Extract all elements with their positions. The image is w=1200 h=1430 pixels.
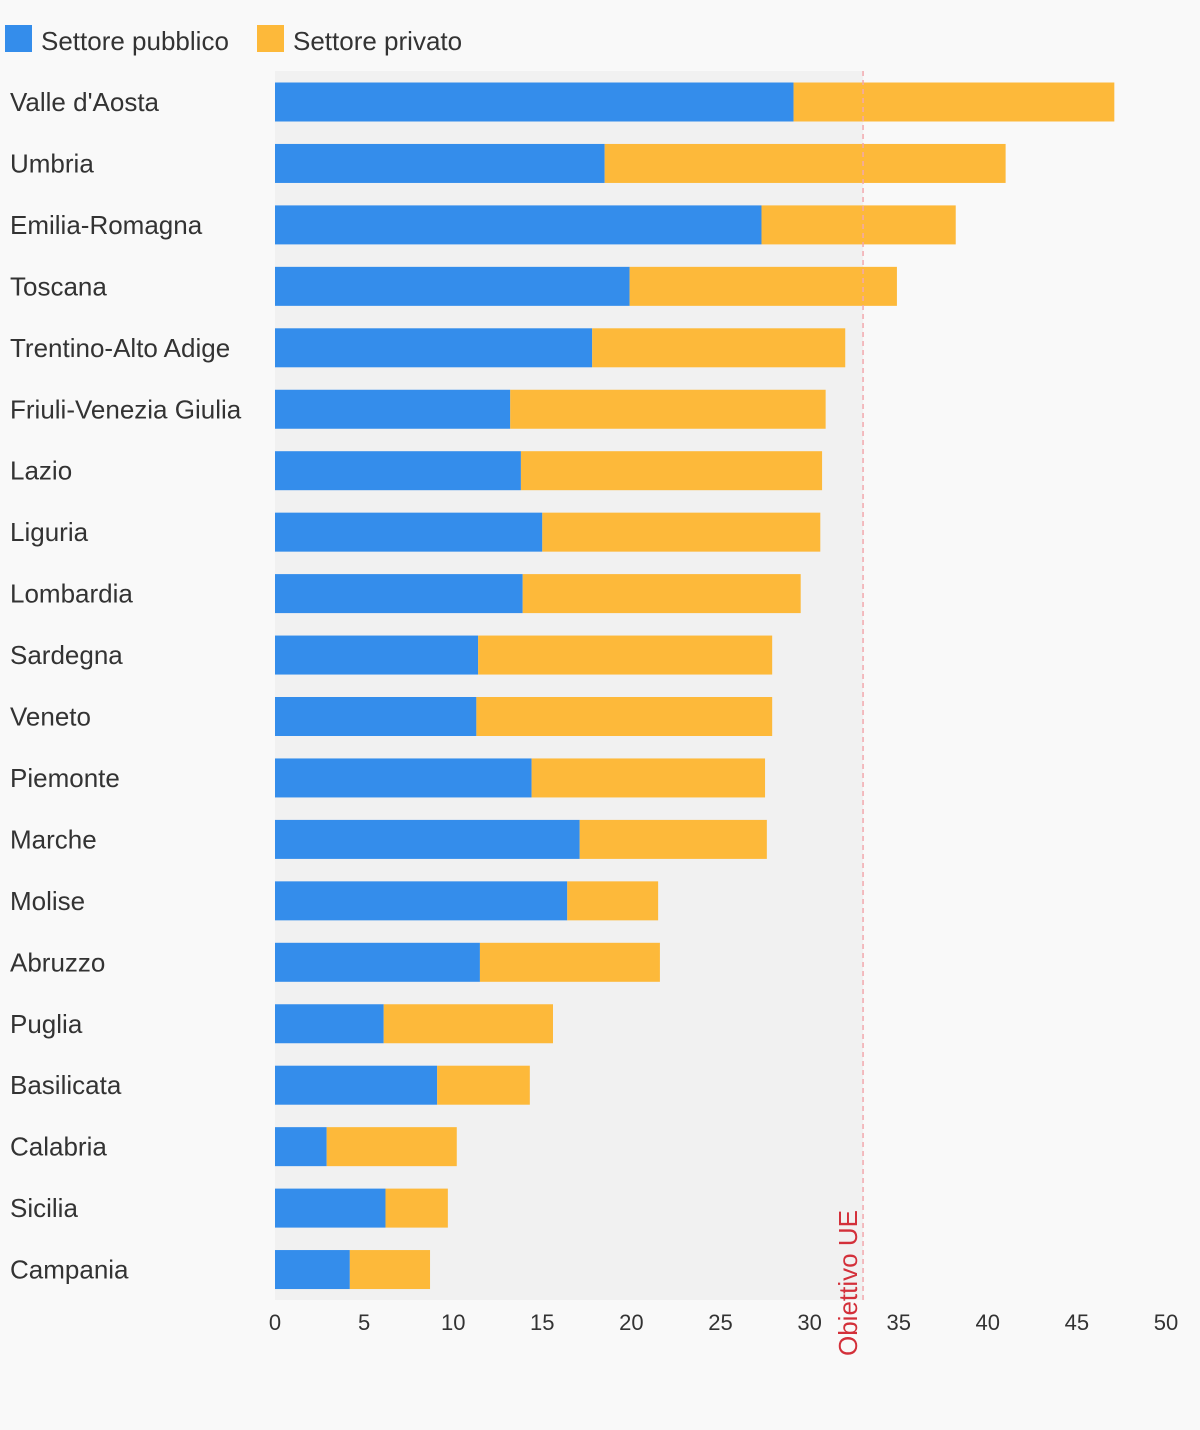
category-label: Sardegna [10,640,123,670]
legend-label-privato[interactable]: Settore privato [293,26,462,56]
bar-pubblico[interactable] [275,328,593,368]
x-tick-label: 10 [441,1310,465,1335]
bar-pubblico[interactable] [275,1127,327,1167]
x-tick-label: 30 [797,1310,821,1335]
category-label: Trentino-Alto Adige [10,333,230,363]
bar-privato[interactable] [385,1188,448,1228]
category-label: Friuli-Venezia Giulia [10,394,242,424]
bar-privato[interactable] [510,389,826,429]
category-label: Piemonte [10,763,120,793]
category-label: Lombardia [10,579,133,609]
bar-pubblico[interactable] [275,1065,438,1105]
category-label: Umbria [10,148,94,178]
bar-pubblico[interactable] [275,143,605,183]
bar-pubblico[interactable] [275,389,511,429]
bar-privato[interactable] [383,1004,553,1044]
bar-pubblico[interactable] [275,819,580,859]
bar-pubblico[interactable] [275,266,630,306]
category-label: Toscana [10,271,107,301]
bar-privato[interactable] [349,1250,431,1290]
bar-pubblico[interactable] [275,697,477,736]
bar-pubblico[interactable] [275,635,479,675]
x-tick-label: 15 [530,1310,554,1335]
bar-privato[interactable] [761,205,956,245]
category-label: Marche [10,824,97,854]
bar-privato[interactable] [629,266,897,306]
plot-background [275,71,864,1300]
bar-pubblico[interactable] [275,451,521,491]
bar-privato[interactable] [531,758,766,798]
legend[interactable]: Settore pubblico Settore privato [5,25,462,56]
bar-privato[interactable] [479,942,660,982]
bar-privato[interactable] [522,574,801,614]
bar-pubblico[interactable] [275,1188,386,1228]
category-label: Calabria [10,1132,107,1162]
category-label: Valle d'Aosta [10,87,160,117]
bar-privato[interactable] [567,881,659,921]
bar-privato[interactable] [793,82,1115,122]
bar-pubblico[interactable] [275,758,532,798]
category-label: Abruzzo [10,947,105,977]
legend-swatch [5,25,32,52]
bar-pubblico[interactable] [275,574,523,614]
category-label: Liguria [10,517,89,547]
category-label: Sicilia [10,1193,78,1223]
category-label: Emilia-Romagna [10,210,203,240]
x-tick-label: 40 [976,1310,1000,1335]
legend-label-pubblico[interactable]: Settore pubblico [41,26,229,56]
bar-privato[interactable] [326,1127,457,1167]
bar-privato[interactable] [604,143,1006,183]
x-axis-ticks: 0 5 10 15 20 25 30 35 40 45 50 [269,1310,1178,1335]
legend-swatch [257,25,284,52]
x-tick-label: 45 [1065,1310,1089,1335]
category-label: Lazio [10,456,72,486]
bar-privato[interactable] [579,819,767,859]
x-tick-label: 50 [1154,1310,1178,1335]
bar-pubblico[interactable] [275,881,568,921]
category-label: Molise [10,886,85,916]
category-labels: Valle d'Aosta Umbria Emilia-Romagna Toscana… [10,87,242,1285]
x-tick-label: 5 [358,1310,370,1335]
bar-privato[interactable] [520,451,823,491]
reference-line-label: Obiettivo UE [833,1210,863,1356]
bar-pubblico[interactable] [275,1250,350,1290]
x-tick-label: 0 [269,1310,281,1335]
category-label: Campania [10,1255,129,1285]
category-label: Puglia [10,1009,83,1039]
x-tick-label: 20 [619,1310,643,1335]
bar-privato[interactable] [478,635,773,675]
bar-pubblico[interactable] [275,82,794,122]
bar-pubblico[interactable] [275,1004,384,1044]
bar-privato[interactable] [542,512,821,552]
bar-privato[interactable] [592,328,846,368]
x-tick-label: 35 [886,1310,910,1335]
bar-pubblico[interactable] [275,512,543,552]
reference-layer: Obiettivo UE [833,71,864,1356]
bar-pubblico[interactable] [275,205,762,245]
bar-privato[interactable] [476,697,773,736]
category-label: Basilicata [10,1070,122,1100]
category-label: Veneto [10,702,91,732]
bar-privato[interactable] [437,1065,530,1105]
bars-layer [275,82,1115,1290]
x-tick-label: 25 [708,1310,732,1335]
bar-pubblico[interactable] [275,942,480,982]
